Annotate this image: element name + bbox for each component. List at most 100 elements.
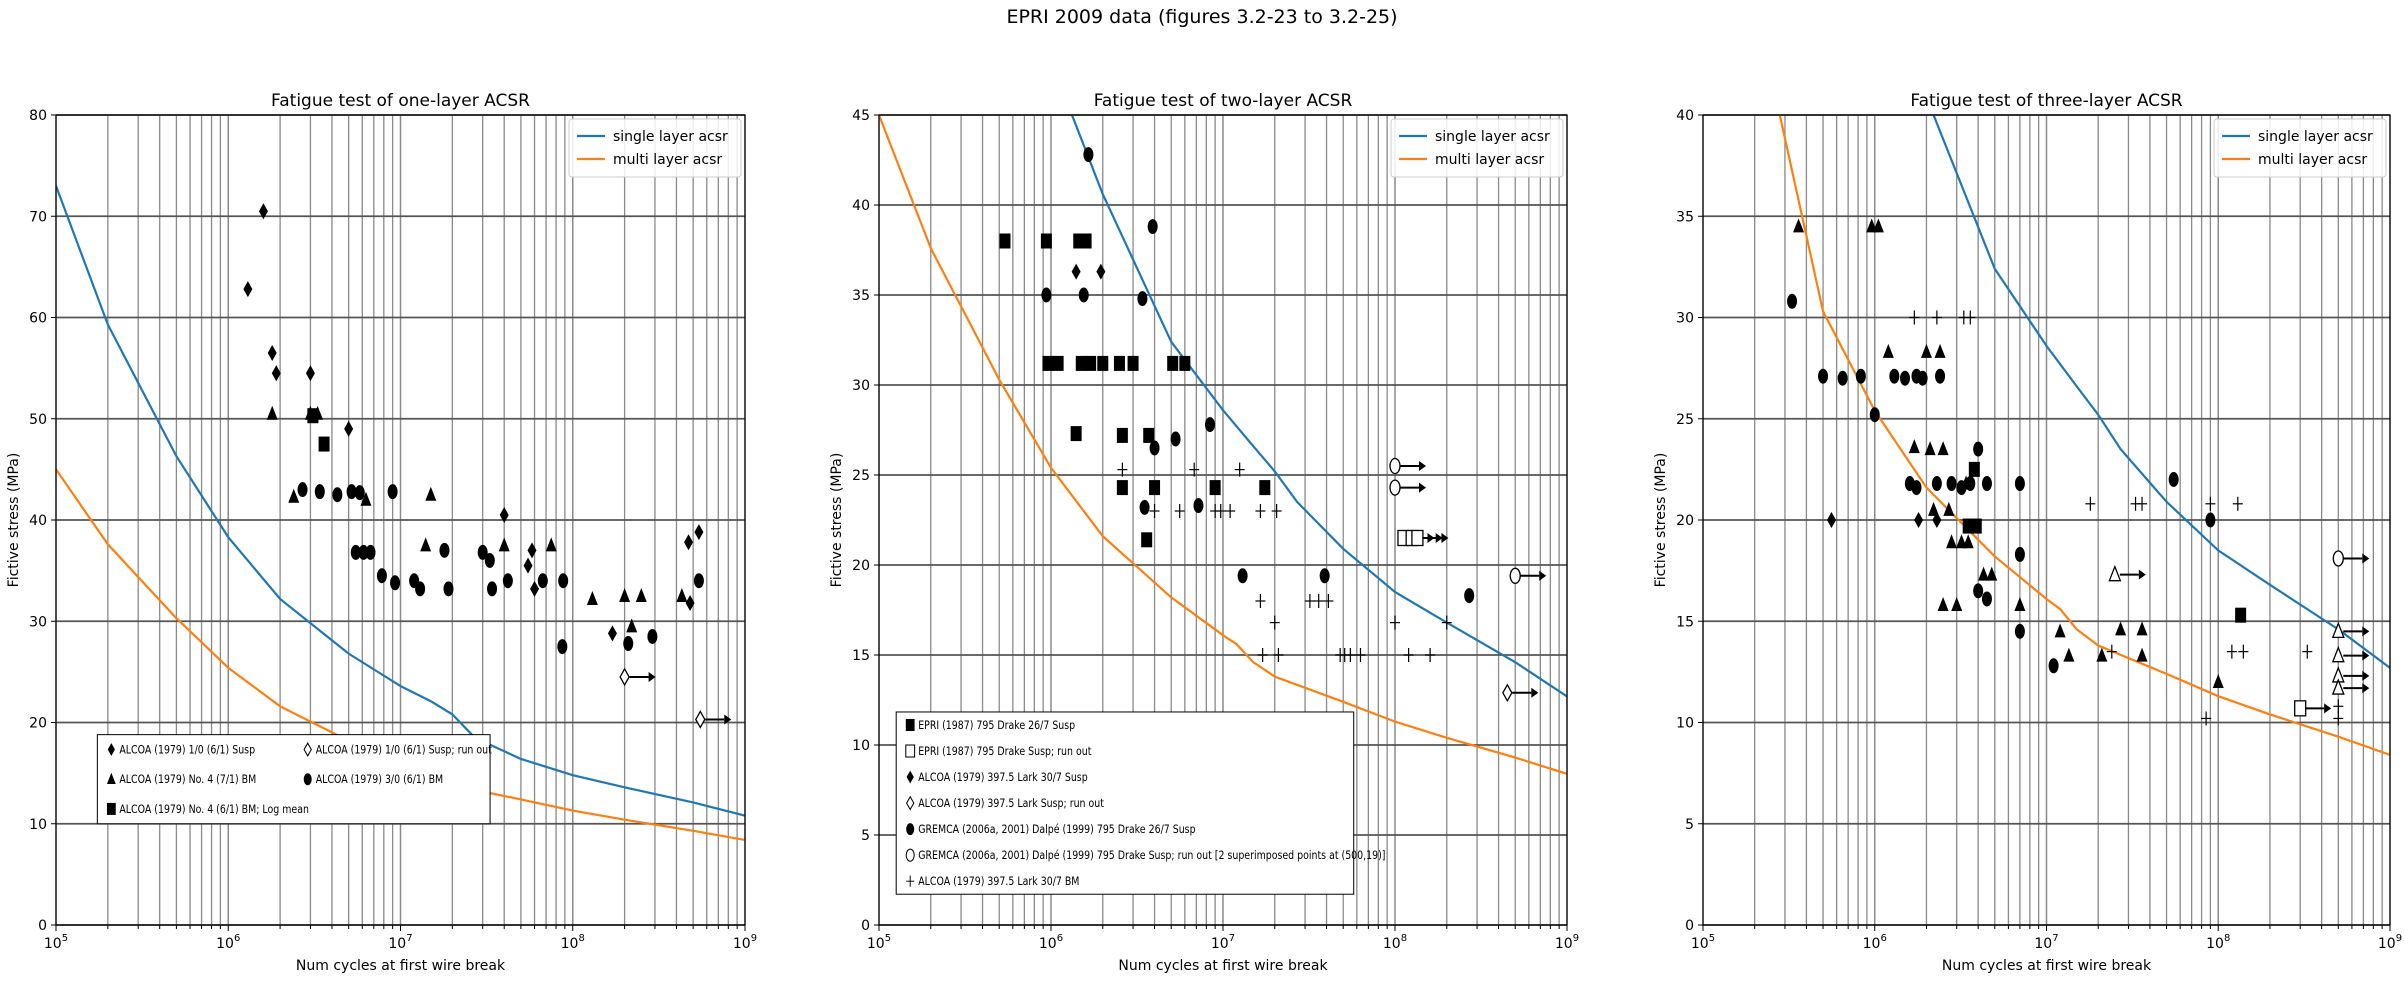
marker-legend-swatch xyxy=(906,795,915,811)
data-point xyxy=(1083,147,1094,163)
data-point xyxy=(1137,291,1148,307)
data-point xyxy=(2235,607,2247,623)
data-point xyxy=(1390,615,1400,630)
runout-arrow-head xyxy=(2138,569,2146,580)
data-point xyxy=(1899,370,1910,386)
data-point xyxy=(1149,480,1161,496)
data-point xyxy=(1355,648,1366,662)
data-point xyxy=(390,575,401,591)
data-point xyxy=(635,587,647,602)
x-tick-label: 106 xyxy=(1039,933,1063,952)
marker-legend-symbol xyxy=(906,795,915,811)
runout-arrow-head xyxy=(2362,683,2370,694)
y-tick-label: 30 xyxy=(852,378,870,394)
y-tick-label: 40 xyxy=(29,513,47,529)
data-point xyxy=(1924,441,1936,456)
y-tick-label: 80 xyxy=(29,108,47,124)
data-point xyxy=(694,524,704,541)
data-point xyxy=(693,573,704,589)
y-tick-label: 0 xyxy=(1685,918,1694,934)
data-point xyxy=(2168,472,2179,487)
data-point xyxy=(1075,355,1087,371)
data-point xyxy=(647,628,658,644)
data-point xyxy=(2014,476,2025,492)
chart-title: Fatigue test of three-layer ACSR xyxy=(1910,91,2182,111)
y-axis-label: Fictive stress (MPa) xyxy=(829,453,845,588)
data-point xyxy=(387,484,398,500)
data-point xyxy=(1257,648,1268,662)
data-point xyxy=(1273,648,1284,662)
data-point xyxy=(1937,597,1949,612)
data-point xyxy=(2332,550,2370,567)
marker-legend-symbol xyxy=(106,772,116,784)
data-point xyxy=(332,487,343,503)
data-point xyxy=(487,581,498,597)
data-point xyxy=(439,542,450,558)
data-point xyxy=(1403,648,1414,662)
y-tick-label: 15 xyxy=(852,648,870,664)
series-legend: single layer acsr multi layer acsr xyxy=(568,118,742,178)
y-tick-label: 35 xyxy=(1676,209,1694,225)
data-point xyxy=(2333,711,2344,726)
data-point xyxy=(1147,219,1158,235)
x-tick-label: 106 xyxy=(216,933,240,952)
x-tick-label: 108 xyxy=(2206,933,2230,952)
data-point xyxy=(2232,496,2243,511)
y-tick-label: 40 xyxy=(1676,108,1694,124)
data-point xyxy=(1225,504,1236,518)
data-point xyxy=(1139,499,1150,515)
x-axis-label: Num cycles at first wire break xyxy=(1118,958,1328,974)
x-tick-label: 107 xyxy=(1211,933,1235,952)
data-point xyxy=(350,544,361,560)
data-point xyxy=(1464,588,1475,604)
data-point xyxy=(1909,310,1920,325)
runout-arrow-head xyxy=(2362,553,2370,564)
y-tick-label: 10 xyxy=(29,817,47,833)
runout-arrow-head xyxy=(1419,482,1426,493)
marker-legend-swatch xyxy=(905,744,916,758)
data-point xyxy=(1042,355,1054,371)
runout-arrow-head xyxy=(2362,626,2370,637)
data-point xyxy=(1889,368,1900,384)
marker-legend-entry: EPRI (1987) 795 Drake 26/7 Susp xyxy=(918,719,1075,732)
marker-legend-entry: ALCOA (1979) 1/0 (6/1) Susp xyxy=(119,744,255,757)
y-tick-label: 30 xyxy=(29,614,47,630)
data-point xyxy=(1441,615,1452,630)
marker-legend-swatch xyxy=(905,718,915,731)
data-point xyxy=(1143,427,1155,443)
data-point xyxy=(1209,480,1221,496)
data-point xyxy=(1981,476,1992,492)
data-point xyxy=(1070,426,1082,442)
series-line-1 xyxy=(1778,115,2390,756)
data-point xyxy=(243,281,253,298)
marker-legend-entry: GREMCA (2006a, 2001) Dalpé (1999) 795 Dr… xyxy=(918,849,1385,862)
marker-legend-entry: GREMCA (2006a, 2001) Dalpé (1999) 795 Dr… xyxy=(918,823,1196,836)
marker-legend-entry: EPRI (1987) 795 Drake Susp; run out xyxy=(918,745,1091,758)
y-tick-label: 25 xyxy=(852,468,870,484)
data-point xyxy=(684,534,694,551)
x-tick-label: 109 xyxy=(733,933,757,952)
data-point xyxy=(607,625,617,642)
data-point xyxy=(2014,623,2025,639)
data-point xyxy=(1085,355,1097,371)
data-point xyxy=(498,537,510,552)
data-point xyxy=(1345,648,1356,662)
data-point xyxy=(307,408,319,424)
data-point xyxy=(297,482,308,498)
data-point xyxy=(2205,496,2216,511)
data-point xyxy=(1908,439,1920,454)
y-tick-label: 70 xyxy=(29,209,47,225)
data-point xyxy=(2108,564,2146,582)
data-point xyxy=(2212,674,2224,688)
data-point xyxy=(1837,370,1848,386)
marker-legend-entry: ALCOA (1979) No. 4 (6/1) BM; Log mean xyxy=(119,803,309,816)
data-point xyxy=(1411,529,1449,547)
data-point xyxy=(1189,462,1200,477)
marker-legend: EPRI (1987) 795 Drake 26/7 Susp EPRI (198… xyxy=(895,711,1386,895)
data-point xyxy=(1855,368,1866,384)
data-point xyxy=(2331,645,2370,663)
data-point xyxy=(1943,501,1955,516)
marker-legend-entry: ALCOA (1979) 3/0 (6/1) BM xyxy=(316,773,443,786)
y-tick-label: 45 xyxy=(852,108,870,124)
